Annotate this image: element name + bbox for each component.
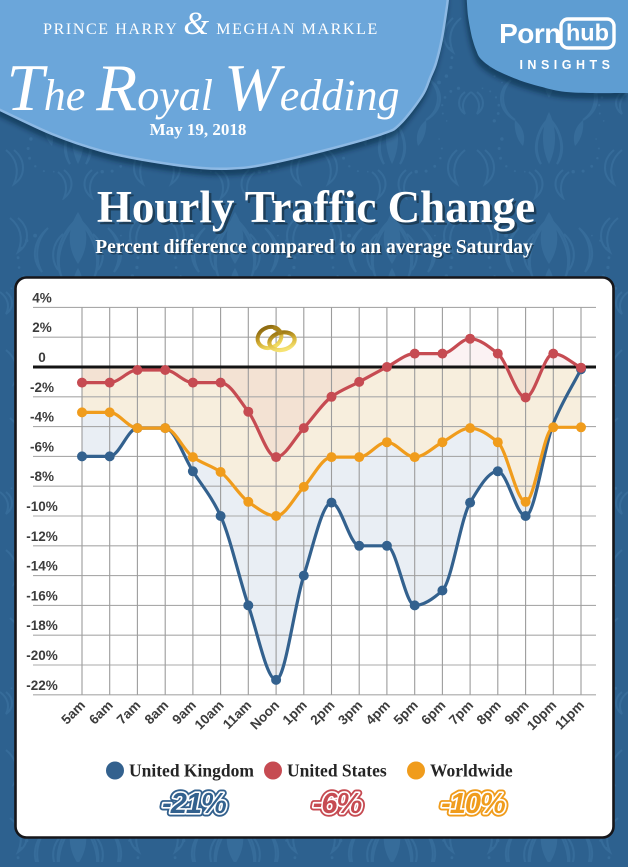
svg-text:-6%: -6% [313, 788, 362, 820]
svg-text:-2%: -2% [30, 380, 54, 395]
svg-text:Worldwide: Worldwide [430, 761, 513, 781]
svg-text:Percent difference compared to: Percent difference compared to an averag… [95, 237, 533, 258]
svg-text:-12%: -12% [26, 529, 58, 544]
svg-text:2%: 2% [32, 320, 52, 335]
svg-text:-22%: -22% [26, 678, 58, 693]
svg-text:United States: United States [287, 761, 387, 781]
svg-text:-4%: -4% [30, 410, 54, 425]
svg-text:-18%: -18% [26, 618, 58, 633]
svg-text:-20%: -20% [26, 648, 58, 663]
svg-text:Porn: Porn [499, 18, 561, 49]
svg-text:-6%: -6% [313, 788, 362, 820]
svg-text:0: 0 [38, 350, 46, 365]
svg-text:United Kingdom: United Kingdom [129, 761, 254, 781]
svg-text:4%: 4% [32, 290, 52, 305]
svg-text:-16%: -16% [26, 588, 58, 603]
svg-text:-10%: -10% [26, 499, 58, 514]
svg-text:-10%: -10% [441, 788, 505, 820]
svg-text:-21%: -21% [162, 788, 226, 820]
svg-text:May 19, 2018: May 19, 2018 [150, 120, 247, 139]
svg-text:-21%: -21% [162, 788, 226, 820]
svg-text:hub: hub [566, 20, 609, 46]
svg-text:-10%: -10% [441, 788, 505, 820]
svg-text:-6%: -6% [30, 439, 54, 454]
svg-text:-8%: -8% [30, 469, 54, 484]
svg-text:-14%: -14% [26, 559, 58, 574]
svg-text:Hourly Traffic Change: Hourly Traffic Change [97, 182, 535, 232]
svg-text:INSIGHTS: INSIGHTS [519, 58, 614, 72]
